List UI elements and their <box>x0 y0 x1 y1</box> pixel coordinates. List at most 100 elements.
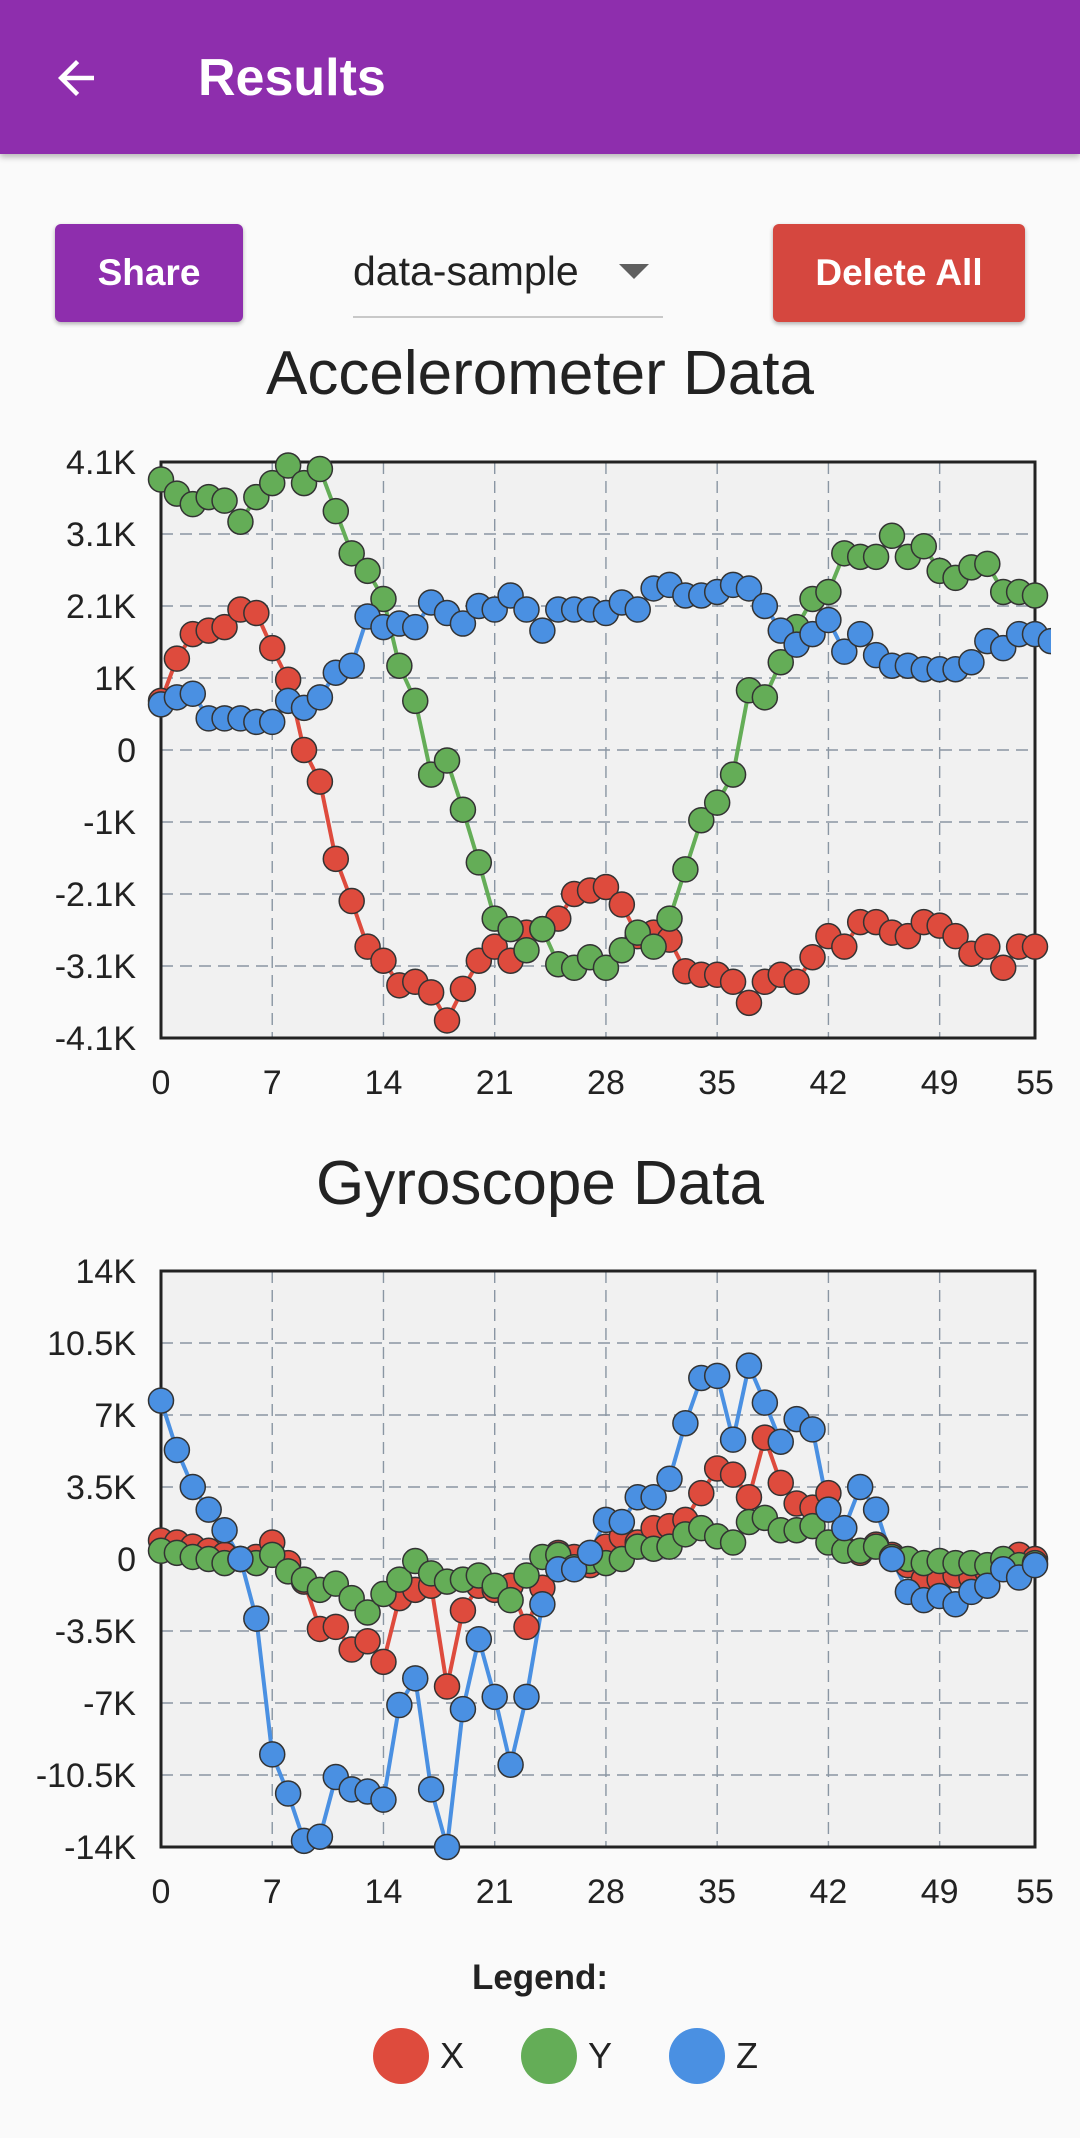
accel-y-tick-label: 2.1K <box>66 588 136 626</box>
accel-point-y <box>878 522 906 550</box>
gyro-point-z <box>433 1833 461 1861</box>
gyro-point-z <box>497 1751 524 1778</box>
gyro-x-tick-label: 0 <box>152 1873 171 1911</box>
accel-x-tick-label: 49 <box>921 1064 959 1102</box>
accel-x-tick-label: 28 <box>587 1064 625 1102</box>
gyro-points-y <box>147 1504 1049 1626</box>
gyro-x-tick-label: 35 <box>698 1873 736 1911</box>
gyro-point-z <box>481 1683 508 1711</box>
accel-point-x <box>163 645 191 672</box>
accel-point-z <box>735 575 763 602</box>
accel-point-x <box>831 933 858 960</box>
gyro-point-x <box>433 1673 461 1700</box>
accel-point-x <box>258 634 286 662</box>
accel-point-y <box>640 933 667 960</box>
gyro-point-y <box>258 1541 286 1569</box>
share-button[interactable]: Share <box>55 224 243 322</box>
accel-point-y <box>402 687 429 715</box>
accel-point-y <box>513 936 540 964</box>
accel-point-y <box>974 550 1001 578</box>
gyro-point-z <box>449 1695 477 1723</box>
accel-point-y <box>258 469 286 497</box>
accel-y-tick-label: -2.1K <box>55 876 137 914</box>
gyro-point-z <box>656 1465 683 1493</box>
accel-point-y <box>862 543 890 571</box>
accel-point-x <box>799 943 826 971</box>
accel-point-y <box>815 578 842 606</box>
accel-point-x <box>338 887 365 915</box>
delete-all-button[interactable]: Delete All <box>773 224 1025 322</box>
caret-down-icon <box>619 264 649 279</box>
accel-point-y <box>1021 582 1049 609</box>
gyro-y-tick-label: 10.5K <box>47 1325 136 1363</box>
accel-point-x <box>243 599 270 627</box>
gyroscope-chart: 14K 10.5K 7K 3.5K 0 -3.5K -7K -10.5K -14K 0 7 14 21 2… <box>36 1253 1054 1911</box>
gyro-point-z <box>608 1508 636 1536</box>
gyro-y-tick-label: -3.5K <box>55 1613 137 1651</box>
gyro-point-z <box>179 1473 207 1501</box>
gyro-point-x <box>719 1461 747 1488</box>
gyro-point-z <box>417 1776 445 1803</box>
gyro-x-tick-label: 55 <box>1016 1873 1054 1911</box>
accel-y-tick-label: -1K <box>83 804 136 842</box>
gyro-point-z <box>719 1426 747 1453</box>
accel-point-z <box>338 652 365 679</box>
gyro-x-tick-label: 28 <box>587 1873 625 1911</box>
accel-point-z <box>402 613 429 641</box>
accel-y-tick-label: 4.1K <box>66 444 136 482</box>
accel-point-y <box>656 905 683 932</box>
accel-point-y <box>465 849 493 876</box>
gyro-x-tick-label: 14 <box>365 1873 403 1911</box>
gyro-point-z <box>576 1539 604 1567</box>
accel-point-y <box>497 915 524 943</box>
accel-point-x <box>592 873 620 901</box>
accel-y-tick-label: 1K <box>94 660 136 698</box>
gyro-points-z <box>147 1352 1049 1861</box>
accel-point-y <box>433 747 461 774</box>
accel-point-z <box>846 620 874 648</box>
accel-point-y <box>688 806 715 834</box>
accel-point-y <box>608 936 636 964</box>
gyro-point-y <box>354 1599 381 1626</box>
accel-point-y <box>227 508 254 535</box>
dataset-dropdown[interactable]: data-sample <box>353 236 663 318</box>
accel-plot-border <box>159 460 1037 1040</box>
accel-point-y <box>767 648 794 676</box>
gyro-point-z <box>513 1683 540 1711</box>
accel-point-z <box>624 596 651 623</box>
accel-point-y <box>354 557 381 585</box>
gyro-point-z <box>703 1362 731 1390</box>
gyro-point-x <box>688 1479 715 1507</box>
accel-point-y <box>370 585 397 613</box>
accel-point-z <box>529 617 556 644</box>
accelerometer-chart-title: Accelerometer Data <box>266 339 814 408</box>
gyro-point-z <box>672 1409 699 1437</box>
accel-point-y <box>719 761 747 788</box>
legend-swatch-x <box>373 2028 429 2084</box>
accel-point-x <box>735 989 763 1017</box>
gyro-point-x <box>767 1469 794 1497</box>
gyro-x-tick-label: 49 <box>921 1873 959 1911</box>
gyro-point-x <box>735 1484 763 1511</box>
gyro-x-tick-label: 42 <box>810 1873 848 1911</box>
accel-point-y <box>703 789 731 816</box>
gyro-point-z <box>799 1416 826 1443</box>
accel-point-z <box>306 684 334 711</box>
accel-point-x <box>608 891 636 918</box>
accel-point-z <box>449 610 477 637</box>
back-button[interactable] <box>36 38 116 118</box>
gyro-point-z <box>529 1591 556 1618</box>
gyro-point-y <box>513 1562 540 1589</box>
legend-label-x: X <box>440 2035 465 2076</box>
gyro-point-z <box>831 1514 858 1542</box>
accel-x-tick-label: 14 <box>365 1064 403 1102</box>
accel-point-x <box>306 768 334 795</box>
accel-point-y <box>449 796 477 823</box>
gyro-point-z <box>163 1436 191 1464</box>
accel-y-tick-label: 3.1K <box>66 516 136 554</box>
gyro-y-tick-label: 0 <box>117 1541 136 1579</box>
accel-x-tick-label: 7 <box>263 1064 282 1102</box>
accel-point-y <box>592 954 620 982</box>
gyro-y-tick-label: 14K <box>76 1253 137 1291</box>
accel-point-x <box>211 613 238 641</box>
